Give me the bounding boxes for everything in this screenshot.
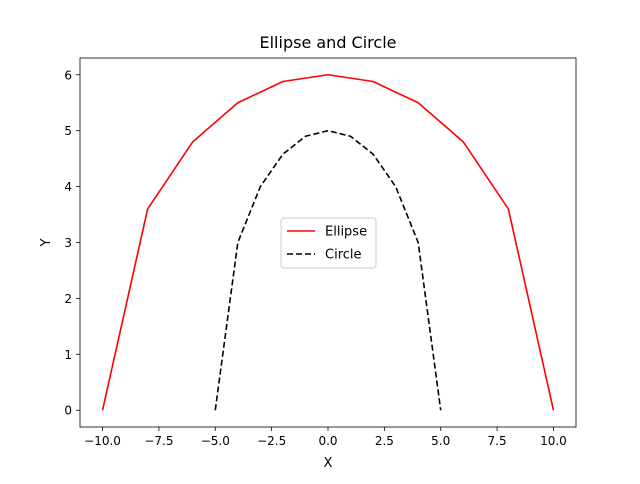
y-tick-label: 4 [64, 180, 72, 194]
x-tick-label: 7.5 [488, 434, 507, 448]
legend: Ellipse Circle [280, 217, 377, 269]
legend-label-ellipse: Ellipse [325, 225, 367, 240]
x-axis-label: X [324, 456, 333, 471]
y-axis-ticks: 0 1 2 3 4 5 6 [64, 68, 80, 418]
y-tick-label: 5 [64, 124, 72, 138]
chart-title: Ellipse and Circle [260, 33, 397, 52]
legend-label-circle: Circle [325, 248, 362, 263]
x-tick-label: −2.5 [257, 434, 286, 448]
y-tick-label: 6 [64, 68, 72, 82]
y-tick-label: 1 [64, 348, 72, 362]
x-tick-label: 10.0 [540, 434, 567, 448]
y-tick-label: 0 [64, 404, 72, 418]
x-tick-label: −7.5 [144, 434, 173, 448]
x-axis-ticks: −10.0 −7.5 −5.0 −2.5 0.0 2.5 5.0 7.5 10.0 [84, 427, 567, 448]
series-line-circle [214, 129, 442, 411]
x-tick-label: 2.5 [375, 434, 394, 448]
y-tick-label: 2 [64, 292, 72, 306]
x-tick-label: 5.0 [431, 434, 450, 448]
x-tick-label: 0.0 [318, 434, 337, 448]
y-tick-label: 3 [64, 236, 72, 250]
x-tick-label: −10.0 [84, 434, 121, 448]
series-layer [101, 73, 555, 411]
series-line-ellipse [101, 73, 555, 411]
y-axis-label: Y [39, 238, 54, 247]
x-tick-label: −5.0 [201, 434, 230, 448]
